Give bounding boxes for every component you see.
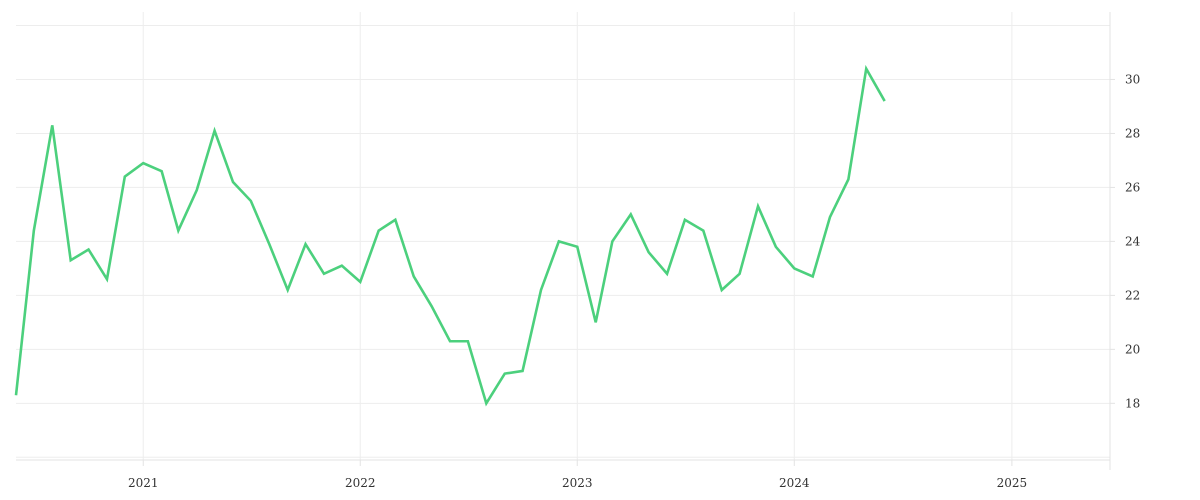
y-tick-label: 28: [1125, 126, 1140, 140]
y-tick-label: 30: [1125, 72, 1140, 86]
data-point: [247, 197, 255, 205]
data-point: [555, 237, 563, 245]
data-point: [573, 243, 581, 251]
y-tick-label: 26: [1125, 180, 1140, 194]
data-point: [826, 213, 834, 221]
data-point: [681, 216, 689, 224]
data-point: [537, 286, 545, 294]
data-point: [809, 272, 817, 280]
data-point: [699, 227, 707, 235]
data-point: [229, 178, 237, 186]
data-point: [736, 270, 744, 278]
data-point: [772, 243, 780, 251]
data-point: [446, 337, 454, 345]
y-axis: 18 20 22 24 26 28 30: [1110, 72, 1141, 410]
data-point: [103, 275, 111, 283]
data-point: [645, 248, 653, 256]
data-point: [482, 399, 490, 407]
data-point: [718, 286, 726, 294]
data-point: [265, 240, 273, 248]
data-point: [284, 286, 292, 294]
data-point: [592, 318, 600, 326]
data-point: [121, 173, 129, 181]
x-gridlines: [142, 12, 1013, 460]
data-point: [844, 175, 852, 183]
data-point: [881, 97, 889, 105]
y-tick-label: 20: [1125, 342, 1140, 356]
data-point: [862, 65, 870, 73]
data-point: [428, 302, 436, 310]
data-point: [519, 367, 527, 375]
x-tick-label: 2021: [128, 476, 159, 490]
data-point: [375, 227, 383, 235]
data-point: [139, 159, 147, 167]
data-point: [12, 391, 20, 399]
y-tick-label: 22: [1125, 288, 1140, 302]
series-layer: [12, 64, 889, 407]
data-point: [67, 256, 75, 264]
data-point: [48, 121, 56, 129]
x-tick-label: 2025: [997, 476, 1028, 490]
data-point: [30, 227, 38, 235]
data-point: [338, 262, 346, 270]
data-point: [464, 337, 472, 345]
data-point: [663, 270, 671, 278]
data-point: [85, 245, 93, 253]
data-point: [158, 167, 166, 175]
data-point: [302, 240, 310, 248]
data-point: [174, 227, 182, 235]
x-tick-label: 2022: [345, 476, 376, 490]
data-point: [410, 272, 418, 280]
data-point: [627, 210, 635, 218]
data-point: [356, 278, 364, 286]
x-tick-label: 2023: [562, 476, 593, 490]
y-tick-label: 24: [1125, 234, 1141, 248]
data-point: [790, 264, 798, 272]
data-point: [608, 237, 616, 245]
data-point: [391, 216, 399, 224]
x-axis: 2021 2022 2023 2024 2025: [128, 460, 1027, 490]
series-line: [14, 64, 886, 407]
data-point: [320, 270, 328, 278]
data-point: [211, 127, 219, 135]
data-point: [193, 186, 201, 194]
y-tick-label: 18: [1125, 396, 1140, 410]
x-tick-label: 2024: [779, 476, 810, 490]
data-point: [501, 370, 509, 378]
data-point: [754, 202, 762, 210]
